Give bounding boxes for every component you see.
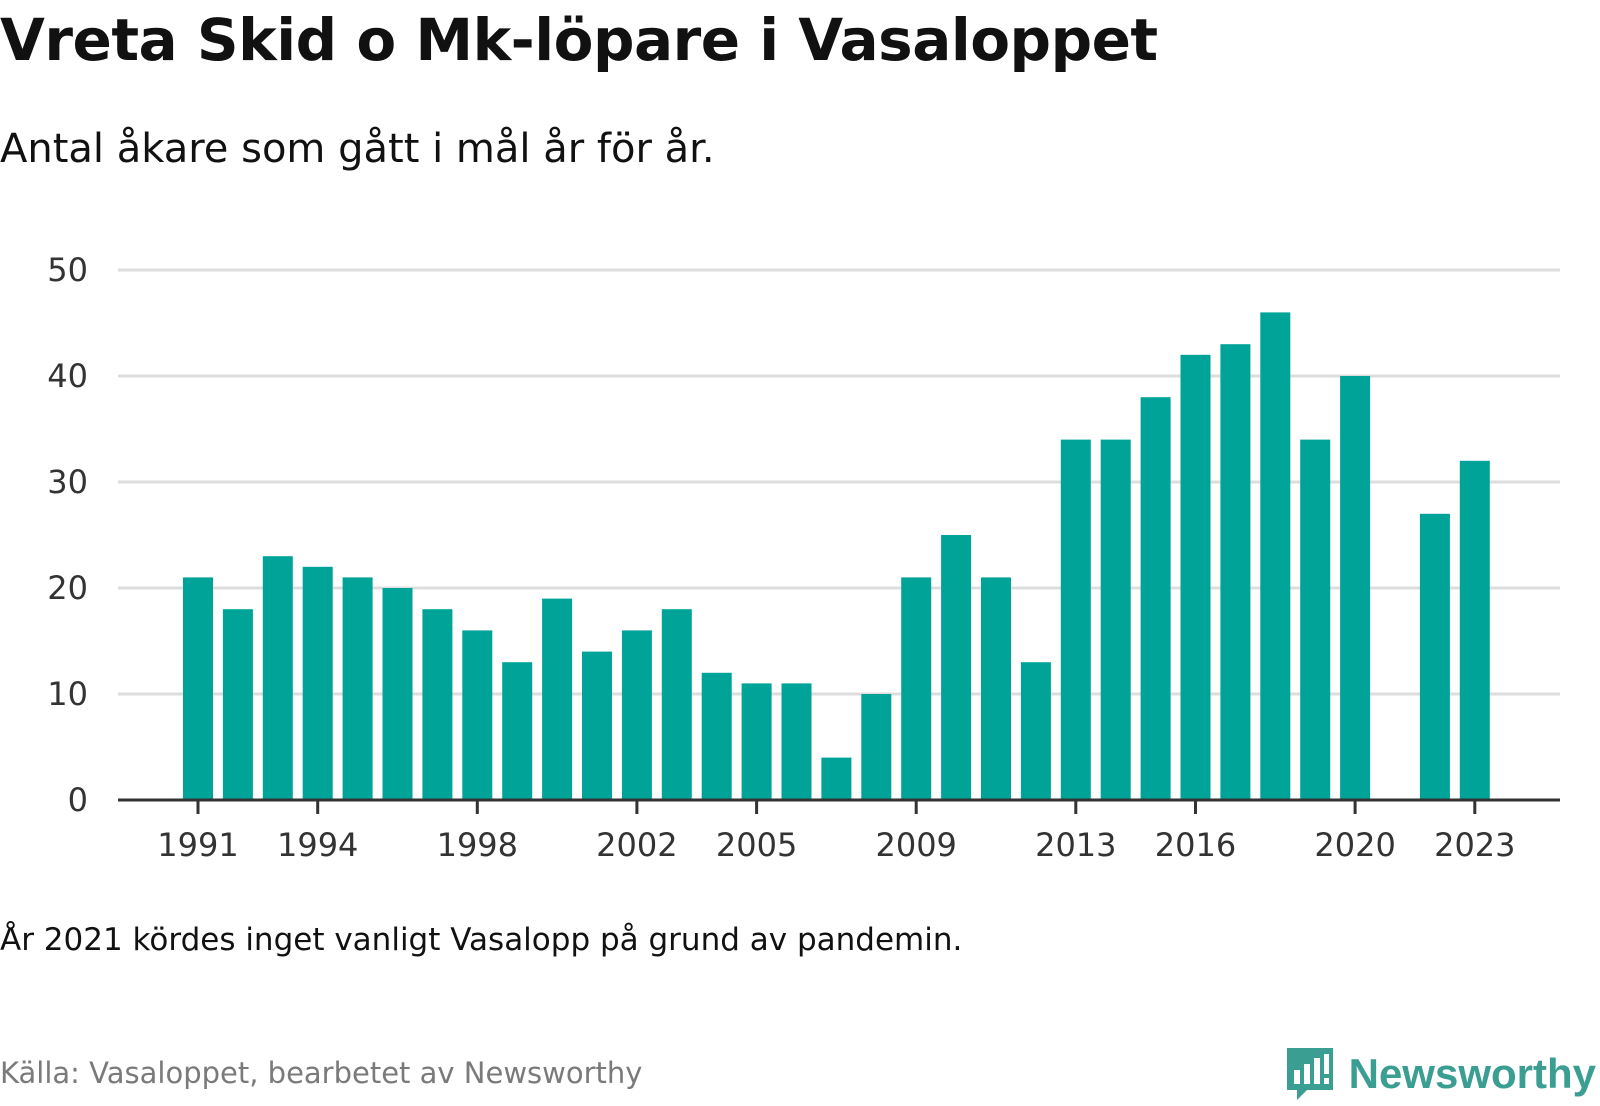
x-tick-label: 2009 xyxy=(875,826,956,864)
x-tick-label: 1991 xyxy=(157,826,238,864)
brand-logo[interactable]: Newsworthy xyxy=(1285,1042,1596,1106)
bar xyxy=(262,556,293,800)
bar xyxy=(901,577,932,800)
bar xyxy=(741,683,772,800)
x-tick-label: 1994 xyxy=(277,826,358,864)
chart-subtitle: Antal åkare som gått i mål år för år. xyxy=(0,126,715,172)
source-credit: Källa: Vasaloppet, bearbetet av Newswort… xyxy=(0,1056,643,1090)
bar xyxy=(1340,376,1371,800)
bar xyxy=(582,651,612,800)
bar xyxy=(1180,354,1211,800)
bar-chart: 0 10 20 30 40 50 1991 1994 1998 2002 2005 2009 2013… xyxy=(47,251,1560,864)
x-axis-ticks: 1991 1994 1998 2002 2005 2009 2013 2016 2020 2023 xyxy=(157,800,1516,864)
y-tick-label: 20 xyxy=(47,569,88,607)
bar xyxy=(661,609,692,800)
bar xyxy=(1260,312,1291,800)
x-tick-label: 2020 xyxy=(1314,826,1395,864)
bar xyxy=(1060,439,1091,800)
bar xyxy=(1300,439,1331,800)
x-tick-label: 2013 xyxy=(1035,826,1116,864)
chart-title: Vreta Skid o Mk-löpare i Vasaloppet xyxy=(0,6,1158,74)
bar xyxy=(701,672,732,800)
bar xyxy=(302,566,333,800)
x-tick-label: 2002 xyxy=(596,826,677,864)
x-tick-label: 2016 xyxy=(1155,826,1236,864)
bar xyxy=(861,694,892,800)
bar xyxy=(342,577,373,800)
bar xyxy=(781,683,812,800)
footnote: År 2021 kördes inget vanligt Vasalopp på… xyxy=(0,922,963,958)
bar xyxy=(1220,344,1251,800)
bar xyxy=(502,662,533,800)
bar xyxy=(422,609,453,800)
bar xyxy=(821,757,852,800)
y-tick-label: 50 xyxy=(47,251,88,289)
bar xyxy=(981,577,1011,800)
bar xyxy=(941,535,972,800)
y-tick-label: 30 xyxy=(47,463,88,501)
x-tick-label: 2023 xyxy=(1434,826,1515,864)
bar xyxy=(1459,460,1490,800)
x-tick-label: 2005 xyxy=(716,826,797,864)
y-tick-label: 0 xyxy=(68,781,88,819)
y-tick-label: 10 xyxy=(47,675,88,713)
bar xyxy=(222,609,253,800)
brand-name: Newsworthy xyxy=(1348,1050,1596,1097)
bar xyxy=(621,630,652,800)
bar xyxy=(1100,439,1131,800)
bars xyxy=(183,312,1490,800)
x-tick-label: 1998 xyxy=(437,826,518,864)
bar xyxy=(1020,662,1051,800)
bar xyxy=(462,630,493,800)
y-axis-ticks: 0 10 20 30 40 50 xyxy=(47,251,88,819)
y-tick-label: 40 xyxy=(47,357,88,395)
bar xyxy=(183,577,213,800)
newsworthy-logo-icon xyxy=(1286,1048,1333,1100)
bar xyxy=(1140,397,1171,800)
bar xyxy=(382,588,413,800)
bar xyxy=(1419,513,1450,800)
bar xyxy=(542,598,573,800)
